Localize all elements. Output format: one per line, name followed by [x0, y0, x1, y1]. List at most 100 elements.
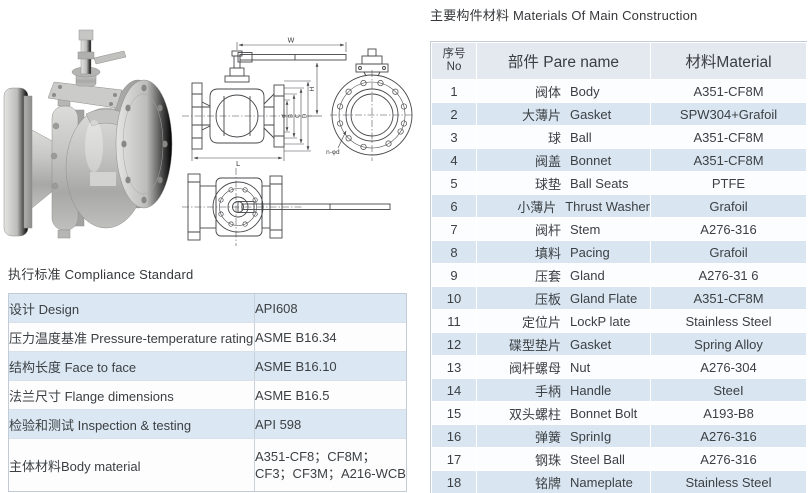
- part-name-zh: 铭牌: [534, 475, 561, 491]
- row-no: 11: [431, 309, 477, 333]
- row-no: 9: [431, 263, 477, 287]
- materials-row: 4 阀盖 Bonnet A351-CF8M: [431, 148, 807, 172]
- photo-mounting-plate: [47, 81, 123, 109]
- materials-table: 序号 No 部件 Pare name 材料Material 1 阀体 Body A35…: [431, 42, 807, 493]
- dim-label-d: d: [282, 114, 288, 118]
- materials-row: 17 钢珠 Steel Ball A276-316: [431, 447, 807, 471]
- col-header-material: 材料Material: [650, 42, 807, 80]
- photo-lock-lever: [93, 50, 127, 65]
- row-no: 16: [431, 424, 477, 448]
- part-name-en: Stem: [570, 221, 601, 237]
- part-name-en: Gasket: [570, 336, 612, 352]
- part-name-en: Handle: [570, 382, 612, 398]
- materials-row: 18 铭牌 Nameplate Stainless Steel: [431, 470, 807, 493]
- photo-neck: [31, 129, 55, 209]
- row-material: SteeI: [650, 378, 807, 402]
- part-name-zh: 手柄: [534, 383, 561, 399]
- handle-lever-top-view: [241, 203, 391, 210]
- row-no: 17: [431, 447, 477, 471]
- materials-row: 13 阀杆螺母 Nut A276-304: [431, 355, 807, 379]
- materials-row: 11 定位片 LockP late Stainless Steel: [431, 309, 807, 333]
- row-no: 15: [431, 401, 477, 425]
- materials-row: 9 压套 Gland A276-31 6: [431, 263, 807, 287]
- part-name-en: Thrust Washer: [565, 198, 650, 214]
- compliance-row: 压力温度基准 Pressure-temperature rating ASME B…: [9, 322, 406, 352]
- row-part: 弹簧 SprinIg: [476, 424, 651, 448]
- row-material: A351-CF8M: [650, 148, 807, 172]
- row-material: A276-316: [650, 424, 807, 448]
- materials-title: 主要构件材料 Materials Of Main Construction: [430, 8, 698, 23]
- part-name-zh: 阀杆螺母: [508, 360, 561, 376]
- row-material: Spring Alloy: [650, 332, 807, 356]
- photo-bolt: [52, 122, 60, 130]
- standard-value: API608: [254, 294, 406, 323]
- part-name-en: Ball: [570, 129, 592, 145]
- dim-label-w: W: [288, 37, 295, 45]
- row-material: A276-316: [650, 217, 807, 241]
- photo-flange-holes: [121, 84, 168, 204]
- row-no: 3: [431, 125, 477, 149]
- photo-nameplate-stamp: [90, 172, 116, 186]
- materials-row: 6 小薄片 Thrust Washer Grafoil: [431, 194, 807, 218]
- standard-label: 压力温度基准 Pressure-temperature rating: [9, 322, 255, 352]
- row-no: 8: [431, 240, 477, 264]
- row-part: 球 Ball: [476, 125, 651, 149]
- photo-left-flange-rim: [23, 95, 33, 229]
- standard-value: A351-CF8；CF8M；CF3；CF3M；A216-WCB: [254, 438, 406, 491]
- part-name-zh: 压板: [534, 291, 561, 307]
- row-part: 碟型垫片 Gasket: [476, 332, 651, 356]
- row-part: 铭牌 Nameplate: [476, 470, 651, 493]
- col-header-no-zh: 序号: [442, 48, 466, 60]
- part-name-en: LockP late: [570, 313, 631, 329]
- part-name-zh: 球垫: [534, 176, 561, 192]
- valve-photo: [3, 29, 173, 239]
- row-material: PTFE: [650, 171, 807, 195]
- row-no: 10: [431, 286, 477, 310]
- row-part: 球垫 Ball Seats: [476, 171, 651, 195]
- side-view-labels: W H d B C D L: [236, 37, 316, 169]
- part-name-en: SprinIg: [570, 428, 612, 444]
- part-name-zh: 阀盖: [534, 153, 561, 169]
- part-name-zh: 填料: [534, 245, 561, 261]
- part-name-zh: 大薄片: [521, 107, 561, 123]
- materials-row: 3 球 Ball A351-CF8M: [431, 125, 807, 149]
- materials-row: 5 球垫 Ball Seats PTFE: [431, 171, 807, 195]
- compliance-section: 执行标准 Compliance Standard 设计 Design API608…: [8, 266, 407, 492]
- row-no: 2: [431, 102, 477, 126]
- row-material: A276-304: [650, 355, 807, 379]
- part-name-en: Gasket: [570, 106, 612, 122]
- part-name-zh: 弹簧: [534, 429, 561, 445]
- part-name-zh: 双头螺柱: [508, 406, 561, 422]
- part-name-zh: 球: [547, 130, 561, 146]
- standard-value: API 598: [254, 409, 406, 439]
- standard-label: 法兰尺寸 Flange dimensions: [9, 380, 255, 410]
- compliance-table-frame: 设计 Design API608 压力温度基准 Pressure-temperatu…: [8, 293, 407, 492]
- handle-lever: [239, 54, 347, 61]
- materials-section: 主要构件材料 Materials Of Main Construction 序号…: [430, 7, 807, 493]
- materials-row: 14 手柄 Handle SteeI: [431, 378, 807, 402]
- row-part: 手柄 Handle: [476, 378, 651, 402]
- materials-table-frame: 序号 No 部件 Pare name 材料Material 1 阀体 Body A35…: [430, 41, 807, 493]
- compliance-table: 设计 Design API608 压力温度基准 Pressure-temperatu…: [9, 294, 406, 491]
- col-header-no: 序号 No: [431, 42, 477, 80]
- compliance-row: 检验和测试 Inspection & testing API 598: [9, 409, 406, 439]
- part-name-zh: 定位片: [521, 314, 561, 330]
- row-no: 7: [431, 217, 477, 241]
- row-part: 阀杆螺母 Nut: [476, 355, 651, 379]
- row-no: 12: [431, 332, 477, 356]
- row-material: Grafoil: [650, 194, 807, 218]
- col-header-part: 部件 Pare name: [476, 42, 651, 80]
- part-name-en: Bonnet: [570, 152, 612, 168]
- bolt-circle-note: n-φd: [326, 149, 340, 156]
- materials-row: 12 碟型垫片 Gasket Spring Alloy: [431, 332, 807, 356]
- top-pad-bolt-holes: [218, 187, 258, 227]
- row-part: 阀体 Body: [476, 79, 651, 103]
- row-no: 13: [431, 355, 477, 379]
- row-material: A276-316: [650, 447, 807, 471]
- standard-label: 结构长度 Face to face: [9, 351, 255, 381]
- row-part: 小薄片 Thrust Washer: [476, 194, 651, 218]
- materials-header-row: 序号 No 部件 Pare name 材料Material: [431, 42, 807, 80]
- photo-bolt: [51, 182, 59, 190]
- valve-technical-drawing: W H d B C D L: [182, 37, 414, 246]
- part-name-zh: 碟型垫片: [508, 337, 561, 353]
